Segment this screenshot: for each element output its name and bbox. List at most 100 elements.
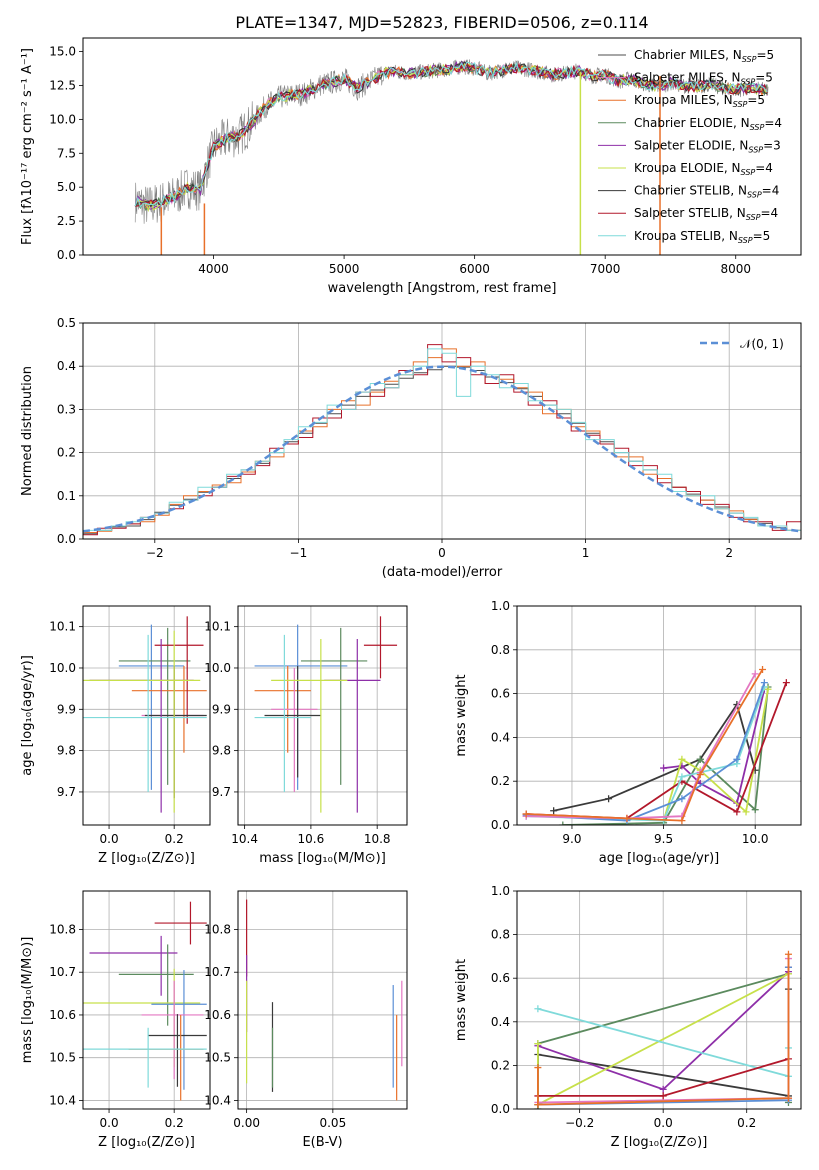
- weight-marker: [760, 679, 768, 687]
- weight-marker: [696, 771, 704, 779]
- histograms: [83, 344, 801, 539]
- x-axis-label: Z [log₁₀(Z/Z⊙)]: [98, 851, 195, 866]
- axes-frame: [82, 37, 802, 256]
- legend-label: Chabrier MILES, NSSP=5: [634, 48, 774, 64]
- legend-label: Kroupa MILES, NSSP=5: [634, 93, 765, 109]
- weight-line: [526, 673, 756, 820]
- weight-marker: [678, 817, 686, 825]
- x-tick-label: 0.0: [654, 1116, 673, 1130]
- y-tick-label: 10.1: [204, 620, 231, 634]
- y-tick-label: 1.0: [491, 884, 510, 898]
- y-tick-label: 7.5: [57, 146, 76, 160]
- axes-2: 0.0 0.2 9.7 9.8 9.9 10.0 10.1 Z [log₁₀(Z/Z⊙)] ag…: [20, 606, 210, 866]
- weight-marker: [678, 773, 686, 781]
- axes-frame: [516, 605, 802, 826]
- x-tick-label: 0: [438, 546, 446, 560]
- y-tick-label: 2.5: [57, 214, 76, 228]
- y-tick-label: 0.4: [491, 730, 510, 744]
- y-tick-label: 10.4: [49, 1093, 76, 1107]
- weight-marker: [605, 795, 613, 803]
- y-tick-label: 0.5: [57, 316, 76, 330]
- y-tick-label: 10.8: [204, 922, 231, 936]
- weight-marker: [534, 1064, 542, 1072]
- axes-1: −2 −1 0 1 2 0.0 0.1 0.2 0.3 0.4 0.5 (data-model)/er…: [20, 316, 801, 580]
- y-tick-label: 0.0: [57, 248, 76, 262]
- model-spectrum: [134, 62, 768, 213]
- x-tick-label: 9.5: [654, 832, 673, 846]
- y-tick-label: 0.6: [491, 971, 510, 985]
- legend-label: Salpeter STELIB, NSSP=4: [634, 206, 778, 222]
- weight-marker: [678, 755, 686, 763]
- axes-3: 10.4 10.6 10.8 9.7 9.8 9.9 10.0 10.1 mass [log₁₀…: [204, 606, 407, 866]
- y-tick-label: 10.5: [204, 1051, 231, 1065]
- errorbars: [83, 616, 207, 813]
- y-axis-label: mass [log₁₀(M/M⊙)]: [20, 937, 35, 1064]
- legend-label: Kroupa ELODIE, NSSP=4: [634, 161, 773, 177]
- y-tick-label: 9.9: [57, 702, 76, 716]
- y-tick-label: 0.0: [491, 1102, 510, 1116]
- x-tick-label: 7000: [590, 262, 621, 276]
- weight-marker: [534, 1101, 542, 1109]
- weight-marker: [559, 821, 567, 825]
- y-tick-label: 10.0: [49, 112, 76, 126]
- errorbars: [254, 616, 398, 813]
- weight-marker: [733, 755, 741, 763]
- y-tick-label: 10.0: [204, 661, 231, 675]
- weight-marker: [678, 795, 686, 803]
- weight-marker: [742, 808, 750, 816]
- weight-line: [526, 682, 788, 820]
- weight-marker: [764, 685, 772, 693]
- weight-marker: [659, 1092, 667, 1100]
- normal-curve: [83, 365, 801, 533]
- y-tick-label: 10.0: [49, 661, 76, 675]
- y-tick-label: 0.4: [491, 1015, 510, 1029]
- axes-4: 9.0 9.5 10.0 0.0 0.2 0.4 0.6 0.8 1.0 age [log₁₀(a…: [454, 599, 801, 866]
- x-tick-label: 0.0: [100, 1116, 119, 1130]
- x-tick-label: 0.00: [233, 1116, 260, 1130]
- weight-marker: [782, 679, 790, 687]
- x-tick-label: −1: [290, 546, 308, 560]
- y-tick-label: 9.8: [212, 744, 231, 758]
- x-tick-label: 6000: [459, 262, 490, 276]
- weight-marker: [534, 1040, 542, 1048]
- weight-marker: [784, 1094, 792, 1102]
- weight-marker: [751, 670, 759, 678]
- weight-lines: [534, 950, 792, 1109]
- weight-marker: [696, 755, 704, 763]
- weight-lines: [522, 666, 790, 825]
- axes-6: 0.00 0.05 10.4 10.5 10.6 10.7 10.8 E(B-V): [204, 891, 407, 1150]
- y-tick-label: 9.7: [212, 785, 231, 799]
- y-tick-label: 0.1: [57, 489, 76, 503]
- legend: Chabrier MILES, NSSP=5 Salpeter MILES, NS…: [598, 48, 782, 245]
- y-tick-label: 5.0: [57, 180, 76, 194]
- y-axis-label: Flux [fλ10⁻¹⁷ erg cm⁻² s⁻¹ A⁻¹]: [20, 48, 35, 245]
- axes-7: −0.2 0.0 0.2 0.0 0.2 0.4 0.6 0.8 1.0 Z [log₁₀(Z/Z…: [454, 884, 801, 1150]
- x-tick-label: 10.0: [742, 832, 769, 846]
- x-tick-label: 2: [725, 546, 733, 560]
- weight-line: [526, 686, 766, 822]
- weight-line: [526, 682, 766, 822]
- x-axis-label: age [log₁₀(age/yr)]: [599, 851, 720, 866]
- weight-line: [537, 954, 790, 1106]
- x-tick-label: 10.4: [231, 832, 258, 846]
- weight-marker: [784, 950, 792, 958]
- weight-marker: [522, 810, 530, 818]
- axes-frame: [237, 890, 408, 1110]
- legend-label: Kroupa STELIB, NSSP=5: [634, 229, 770, 245]
- weight-marker: [759, 666, 767, 674]
- x-tick-label: −0.2: [565, 1116, 594, 1130]
- x-axis-label: Z [log₁₀(Z/Z⊙)]: [611, 1135, 708, 1150]
- y-tick-label: 10.7: [204, 965, 231, 979]
- y-axis-label: Normed distribution: [20, 366, 35, 496]
- weight-marker: [751, 806, 759, 814]
- y-tick-label: 0.0: [57, 532, 76, 546]
- y-tick-label: 0.6: [491, 687, 510, 701]
- y-tick-label: 0.8: [491, 643, 510, 657]
- legend-label: Salpeter ELODIE, NSSP=3: [634, 138, 781, 154]
- y-tick-label: 0.4: [57, 359, 76, 373]
- model-spectrum: [134, 61, 768, 208]
- x-tick-label: 0.05: [319, 1116, 346, 1130]
- weight-marker: [534, 1005, 542, 1013]
- y-tick-label: 9.9: [212, 702, 231, 716]
